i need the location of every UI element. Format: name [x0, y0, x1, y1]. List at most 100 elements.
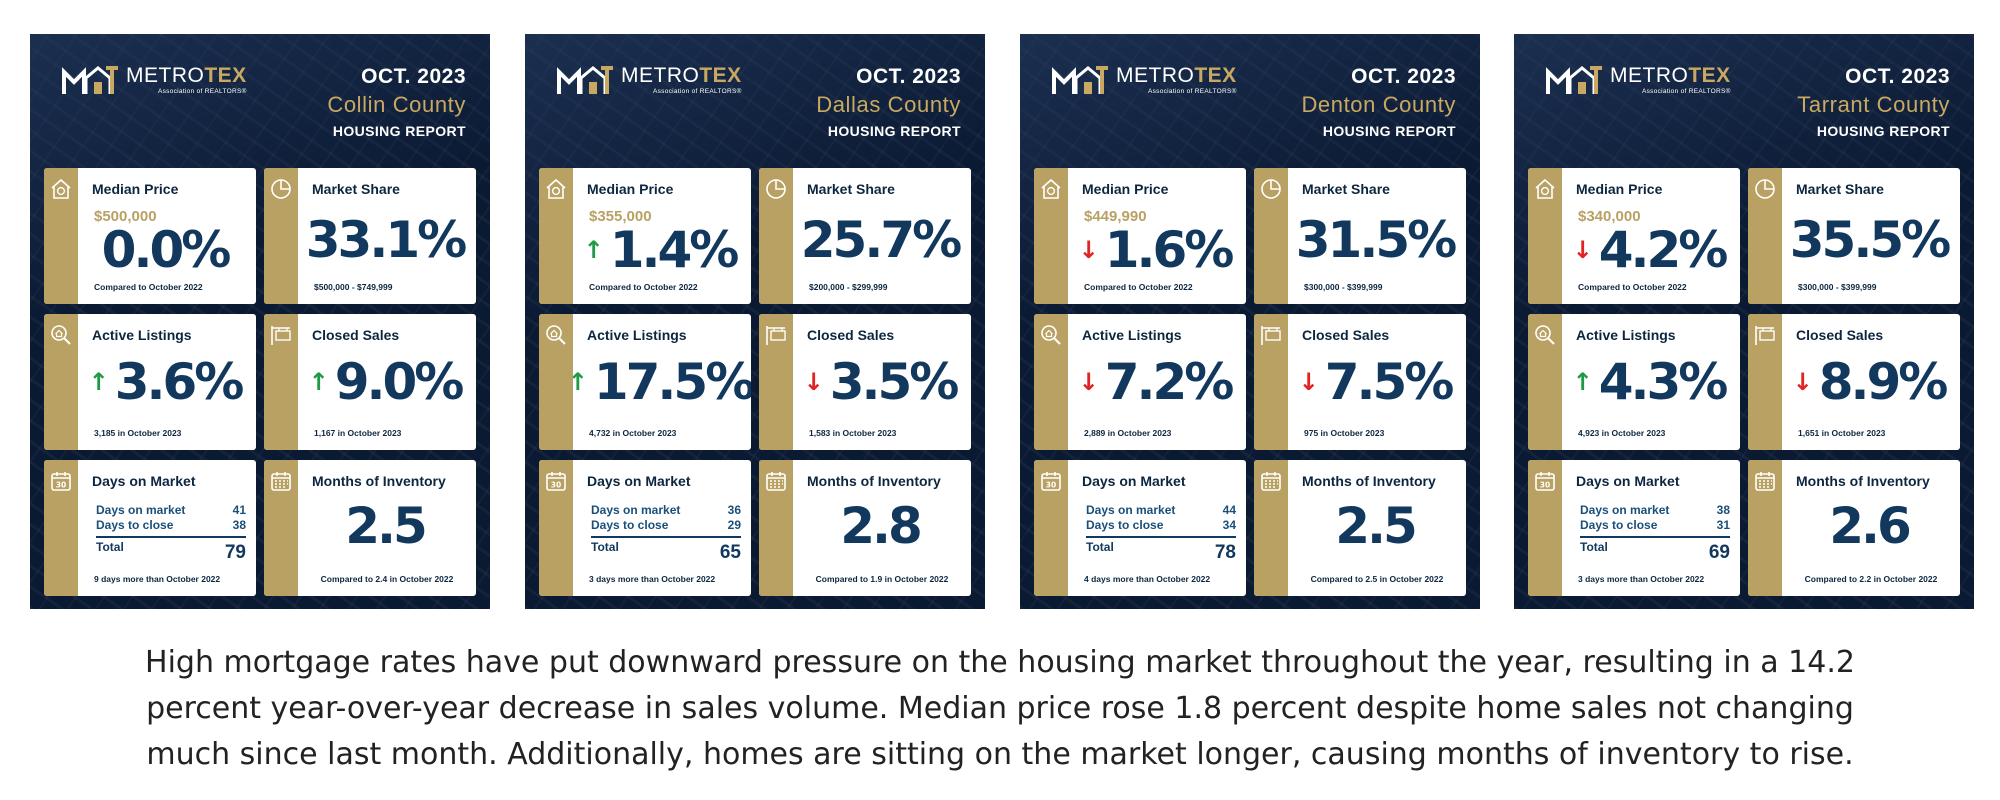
total-value: 78 — [1214, 542, 1236, 563]
days-on-market-value: 36 — [727, 503, 741, 517]
card-title: Closed Sales — [807, 327, 895, 343]
sold-sign-icon — [766, 326, 786, 345]
logo-subtitle: Association of REALTORS® — [1641, 88, 1731, 95]
logo-subtitle: Association of REALTORS® — [1147, 88, 1237, 95]
total-divider — [96, 536, 246, 538]
total-label: Total — [591, 540, 619, 554]
days-to-close-label: Days to close — [96, 518, 174, 532]
median-price-value: $449,990 — [1084, 208, 1147, 225]
active-listings-percent: 4.3% — [1598, 353, 1729, 411]
calendar-grid-icon — [766, 472, 786, 491]
card-side-bar — [1034, 314, 1068, 450]
card-side-bar — [539, 168, 573, 304]
months-of-inventory-value: 2.5 — [1335, 497, 1418, 555]
card-title: Median Price — [1082, 181, 1169, 197]
card-title: Months of Inventory — [807, 473, 941, 489]
days-to-close-value: 38 — [232, 518, 246, 532]
logo-name-white: METRO — [126, 64, 205, 87]
median-price-value: $500,000 — [94, 208, 157, 225]
days-to-close-row: Days to close 29 — [591, 518, 741, 533]
logo-name-gold: TEX — [699, 64, 742, 87]
county-name: Collin County — [327, 92, 466, 117]
trend-arrow-icon: ↓ — [803, 368, 824, 396]
days-on-market-label: Days on market — [1086, 503, 1176, 517]
card-side-bar — [264, 314, 298, 450]
logo-name-gold: TEX — [1688, 64, 1731, 87]
card-note: Compared to 1.9 in October 2022 — [815, 574, 949, 584]
card-title: Active Listings — [1082, 327, 1182, 343]
card-title: Median Price — [587, 181, 674, 197]
magnifier-house-icon — [546, 325, 566, 345]
metrotex-house-logo-icon — [62, 66, 118, 94]
days-to-close-label: Days to close — [591, 518, 669, 532]
calendar-grid-icon — [271, 472, 291, 491]
closed-sales-card: Closed Sales ↓ 8.9% 1,651 in October 202… — [1748, 314, 1960, 450]
median-price-percent: 4.2% — [1598, 221, 1729, 279]
card-title: Market Share — [807, 181, 895, 197]
report-label: HOUSING REPORT — [1816, 123, 1950, 139]
house-dollar-icon — [546, 178, 566, 199]
card-side-bar — [1254, 314, 1288, 450]
logo-subtitle: Association of REALTORS® — [157, 88, 247, 95]
card-side-bar — [44, 314, 78, 450]
market-share-row: 33.1% — [264, 210, 476, 270]
active-listings-change: ↓ 7.2% — [1034, 352, 1246, 412]
total-value: 65 — [719, 542, 741, 563]
metrotex-house-logo-icon — [557, 66, 613, 94]
card-side-bar — [264, 168, 298, 304]
card-side-bar — [1254, 168, 1288, 304]
logo-wordmark: METROTEX — [126, 65, 247, 87]
pie-chart-icon — [766, 179, 786, 199]
pie-chart-icon — [1261, 179, 1281, 199]
card-note: Compared to October 2022 — [94, 282, 203, 292]
days-on-market-table: Days on market 44 Days to close 34 Total… — [1086, 503, 1236, 565]
active-listings-card: Active Listings ↑ 17.5% 4,732 in October… — [539, 314, 751, 450]
card-note: 3,185 in October 2023 — [94, 428, 182, 438]
market-share-row: 35.5% — [1748, 210, 1960, 270]
card-note: 3 days more than October 2022 — [589, 574, 716, 584]
card-side-bar: 30 — [539, 460, 573, 596]
card-title: Days on Market — [1082, 473, 1186, 489]
card-side-bar — [44, 168, 78, 304]
card-note: $300,000 - $399,999 — [1798, 282, 1877, 292]
card-side-bar — [1528, 168, 1562, 304]
card-title: Median Price — [92, 181, 179, 197]
months-of-inventory-card: Months of Inventory 2.5 Compared to 2.4 … — [264, 460, 476, 596]
market-share-percent: 25.7% — [800, 211, 962, 269]
card-note: 1,651 in October 2023 — [1798, 428, 1886, 438]
median-price-change: 0.0% — [44, 220, 256, 280]
card-note: Compared to 2.2 in October 2022 — [1804, 574, 1938, 584]
total-row: Total 78 — [1086, 539, 1236, 565]
metrotex-logo: METROTEX Association of REALTORS® — [62, 60, 247, 100]
card-side-bar — [264, 460, 298, 596]
market-share-card: Market Share 25.7% $200,000 - $299,999 — [759, 168, 971, 304]
logo-name-gold: TEX — [1194, 64, 1237, 87]
months-of-inventory-value: 2.6 — [1829, 497, 1912, 555]
card-note: 4 days more than October 2022 — [1084, 574, 1211, 584]
metrotex-logo: METROTEX Association of REALTORS® — [1052, 60, 1237, 100]
logo-subtitle: Association of REALTORS® — [652, 88, 742, 95]
trend-arrow-icon: ↓ — [1078, 368, 1099, 396]
magnifier-house-icon — [51, 325, 71, 345]
county-name: Dallas County — [816, 92, 961, 117]
active-listings-percent: 7.2% — [1104, 353, 1235, 411]
caption-line: much since last month. Additionally, hom… — [146, 737, 1854, 772]
active-listings-change: ↑ 3.6% — [44, 352, 256, 412]
months-of-inventory-card: Months of Inventory 2.6 Compared to 2.2 … — [1748, 460, 1960, 596]
card-note: $500,000 - $749,999 — [314, 282, 393, 292]
house-dollar-icon — [1041, 178, 1061, 199]
card-side-bar — [539, 314, 573, 450]
trend-arrow-icon: ↑ — [88, 368, 109, 396]
card-title: Market Share — [1796, 181, 1884, 197]
median-price-change: ↓ 4.2% — [1528, 220, 1740, 280]
card-note: Compared to October 2022 — [1084, 282, 1193, 292]
trend-arrow-icon: ↑ — [583, 236, 604, 264]
days-on-market-table: Days on market 38 Days to close 31 Total… — [1580, 503, 1730, 565]
days-on-market-row: Days on market 41 — [96, 503, 246, 518]
median-price-percent: 1.4% — [609, 221, 740, 279]
active-listings-percent: 17.5% — [593, 353, 751, 411]
house-dollar-icon — [1535, 178, 1555, 199]
trend-arrow-icon: ↓ — [1078, 236, 1099, 264]
median-price-percent: 0.0% — [101, 221, 232, 279]
median-price-value: $355,000 — [589, 208, 652, 225]
